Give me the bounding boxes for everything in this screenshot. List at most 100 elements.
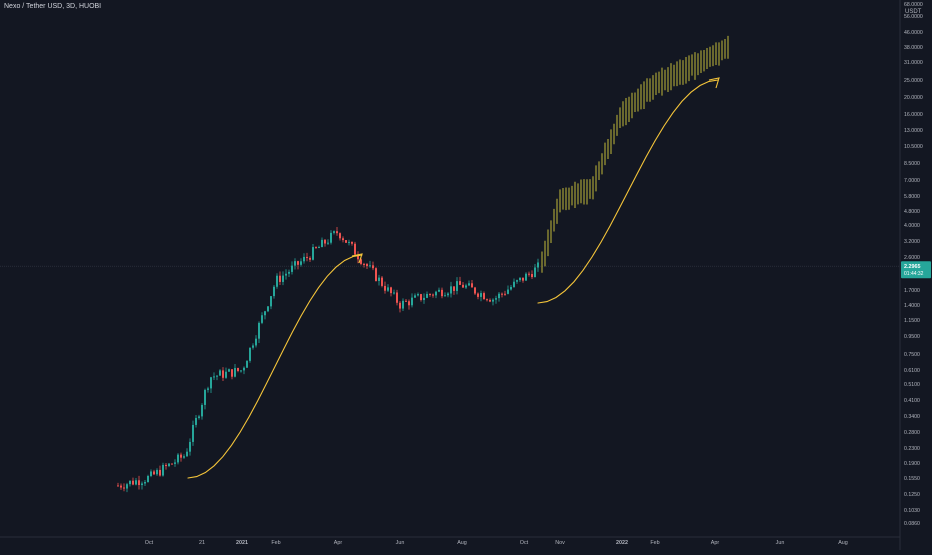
candle[interactable] (426, 291, 428, 299)
candle[interactable] (288, 269, 290, 277)
candle[interactable] (213, 372, 215, 380)
candle[interactable] (153, 469, 155, 476)
candle[interactable] (456, 277, 458, 295)
candle[interactable] (225, 367, 227, 379)
candle[interactable] (453, 286, 455, 295)
candle[interactable] (438, 287, 440, 293)
candle[interactable] (474, 286, 476, 296)
candle[interactable] (168, 462, 170, 468)
candle[interactable] (141, 481, 143, 490)
candle[interactable] (186, 448, 188, 457)
candle[interactable] (459, 276, 461, 285)
candle[interactable] (246, 360, 248, 368)
candle[interactable] (414, 293, 416, 299)
candle[interactable] (357, 251, 359, 264)
candle[interactable] (354, 241, 356, 255)
candle[interactable] (240, 370, 242, 373)
candle[interactable] (234, 364, 236, 378)
candle[interactable] (501, 292, 503, 298)
candle[interactable] (282, 271, 284, 286)
candle[interactable] (156, 468, 158, 476)
candle[interactable] (177, 453, 179, 465)
candle[interactable] (261, 312, 263, 325)
candle[interactable] (435, 290, 437, 299)
candle[interactable] (231, 369, 233, 380)
candle[interactable] (228, 368, 230, 372)
candle[interactable] (486, 298, 488, 302)
candle[interactable] (462, 282, 464, 288)
candle[interactable] (195, 414, 197, 428)
candle[interactable] (123, 483, 125, 492)
candle[interactable] (477, 292, 479, 300)
candle[interactable] (165, 463, 167, 470)
candle[interactable] (366, 262, 368, 269)
candle[interactable] (339, 232, 341, 241)
candle[interactable] (348, 239, 350, 246)
candle[interactable] (531, 270, 533, 280)
candle[interactable] (483, 291, 485, 300)
candle[interactable] (138, 475, 140, 490)
candle[interactable] (135, 478, 137, 486)
candle[interactable] (498, 292, 500, 302)
candle[interactable] (162, 462, 164, 477)
candle[interactable] (420, 293, 422, 302)
candle[interactable] (171, 463, 173, 465)
candle[interactable] (387, 284, 389, 292)
candle[interactable] (159, 465, 161, 477)
candle[interactable] (417, 292, 419, 297)
candle[interactable] (180, 452, 182, 462)
candle[interactable] (219, 369, 221, 376)
candle[interactable] (495, 295, 497, 304)
candle[interactable] (372, 261, 374, 271)
candle[interactable] (351, 241, 353, 246)
candle[interactable] (378, 274, 380, 286)
candle[interactable] (201, 403, 203, 420)
candle[interactable] (447, 292, 449, 298)
candle[interactable] (423, 293, 425, 304)
candle[interactable] (519, 277, 521, 282)
candle[interactable] (144, 480, 146, 487)
candle[interactable] (222, 367, 224, 382)
candle[interactable] (510, 285, 512, 291)
candle[interactable] (408, 299, 410, 310)
candle[interactable] (399, 300, 401, 313)
candle[interactable] (129, 480, 131, 487)
candle[interactable] (183, 454, 185, 459)
candle[interactable] (309, 256, 311, 262)
candle[interactable] (537, 258, 539, 272)
candle[interactable] (273, 285, 275, 299)
candle[interactable] (384, 281, 386, 294)
candle[interactable] (336, 227, 338, 236)
candle[interactable] (465, 283, 467, 289)
candle[interactable] (471, 279, 473, 288)
candle[interactable] (525, 272, 527, 281)
candle[interactable] (321, 237, 323, 248)
candle[interactable] (330, 230, 332, 245)
candle[interactable] (429, 293, 431, 297)
candle[interactable] (150, 469, 152, 478)
candle[interactable] (411, 293, 413, 308)
candle[interactable] (147, 474, 149, 483)
candle[interactable] (255, 335, 257, 348)
candle[interactable] (276, 273, 278, 289)
candle[interactable] (390, 286, 392, 297)
current-price-badge[interactable] (901, 261, 931, 279)
candle[interactable] (375, 267, 377, 282)
candle[interactable] (303, 253, 305, 264)
candle[interactable] (216, 375, 218, 381)
candle[interactable] (363, 262, 365, 268)
candle[interactable] (369, 260, 371, 268)
candle[interactable] (393, 289, 395, 295)
candle[interactable] (468, 280, 470, 287)
candle[interactable] (381, 275, 383, 288)
candle[interactable] (396, 289, 398, 306)
candle[interactable] (432, 293, 434, 298)
candle[interactable] (237, 367, 239, 373)
candle[interactable] (192, 420, 194, 446)
candle[interactable] (291, 261, 293, 275)
candle[interactable] (270, 295, 272, 310)
candle[interactable] (264, 310, 266, 320)
candle[interactable] (279, 271, 281, 286)
candle[interactable] (450, 281, 452, 298)
